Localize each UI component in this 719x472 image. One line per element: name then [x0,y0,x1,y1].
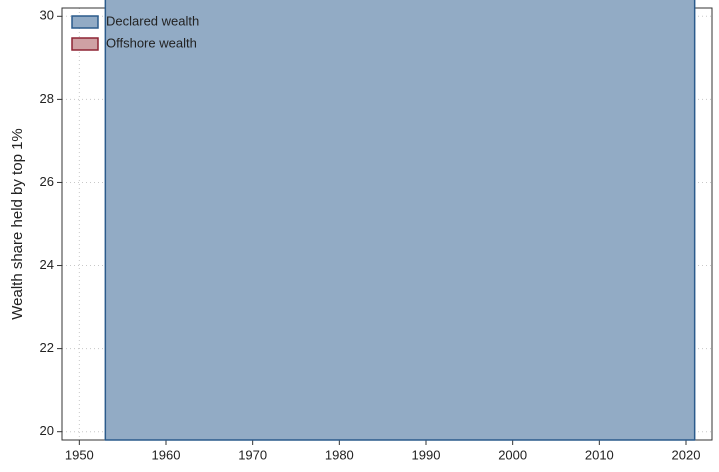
y-tick-label: 20 [40,423,54,438]
area [104,0,696,441]
legend-swatch [71,37,99,51]
x-tick-label: 2020 [672,447,701,462]
x-tick-label: 2000 [498,447,527,462]
x-tick-label: 1990 [412,447,441,462]
y-tick-label: 26 [40,174,54,189]
x-tick-label: 1980 [325,447,354,462]
y-axis-title: Wealth share held by top 1% [9,128,26,320]
y-tick-label: 28 [40,91,54,106]
legend-swatch [71,15,99,29]
legend-label: Offshore wealth [106,35,197,50]
y-tick-label: 30 [40,8,54,23]
x-tick-label: 1960 [152,447,181,462]
x-tick-label: 2010 [585,447,614,462]
y-tick-label: 24 [40,257,54,272]
legend-label: Declared wealth [106,13,199,28]
x-tick-label: 1970 [238,447,267,462]
x-tick-label: 1950 [65,447,94,462]
y-tick-label: 22 [40,340,54,355]
